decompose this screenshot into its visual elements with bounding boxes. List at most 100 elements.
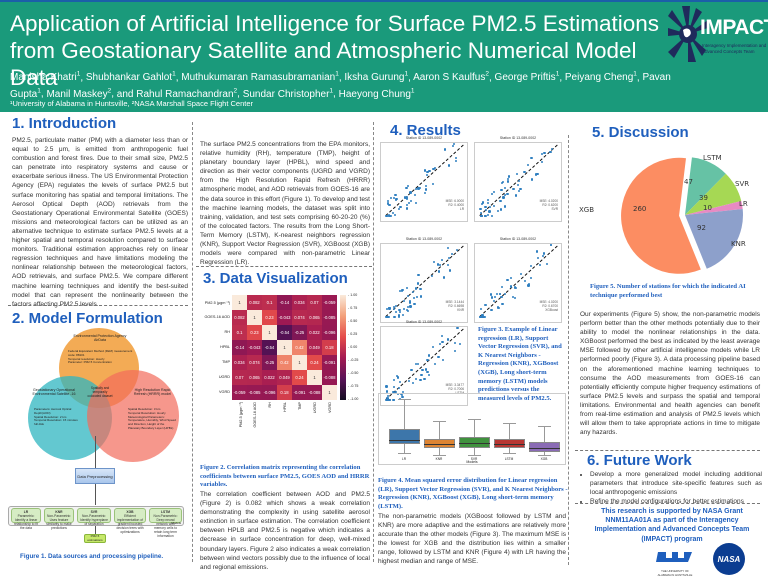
data-point: [428, 373, 431, 376]
box-label: LSTM: [504, 457, 514, 461]
discussion-text: Our experiments (Figure 5) show, the non…: [580, 311, 760, 437]
data-point: [502, 196, 505, 199]
colorbar-tick: - -0.50: [348, 371, 359, 375]
data-point: [386, 308, 389, 311]
data-point: [536, 250, 539, 253]
heatmap-row-label: HPBL: [220, 344, 230, 349]
data-point: [415, 377, 418, 380]
heatmap-cell: 1: [247, 310, 262, 325]
scatter-plot-svr: Station ID 13-089-0002 MSE: 4.0200 R2: 0.6…: [474, 136, 562, 222]
data-point: [405, 203, 409, 206]
heatmap-cell: 0.23: [262, 310, 277, 325]
heatmap-cell: 0.049: [307, 340, 322, 355]
pie-label-lstm: LSTM: [703, 154, 722, 162]
future-work-item: Develop a more generalized model includi…: [590, 470, 762, 497]
data-point: [491, 296, 494, 299]
data-point: [412, 290, 415, 293]
results-heading: 4. Results: [390, 122, 461, 139]
data-point: [414, 287, 417, 290]
author: and Rahul Ramachandran2: [116, 87, 238, 100]
data-point: [437, 355, 440, 359]
column-divider: [373, 122, 374, 562]
data-point: [392, 197, 396, 200]
plot-title: Station ID 13-089-0002: [405, 320, 443, 324]
data-point: [484, 205, 487, 209]
data-point: [499, 295, 502, 299]
colorbar-tick: - -1.00: [348, 397, 359, 401]
data-point: [517, 183, 520, 186]
data-point: [432, 345, 435, 349]
heatmap-cell: 0.065: [307, 310, 322, 325]
heatmap-row-label: PM2.5 (μgm⁻³): [204, 300, 230, 305]
plot-metric: MSE: 3.1444: [445, 300, 464, 304]
data-point: [423, 169, 427, 172]
data-point: [426, 370, 429, 373]
data-point: [483, 303, 486, 306]
data-point: [436, 263, 439, 266]
data-point: [486, 199, 489, 202]
data-point: [404, 196, 407, 199]
data-point: [423, 378, 426, 381]
colorbar-tick: - 1.00: [348, 293, 358, 297]
data-point: [486, 201, 489, 204]
uah-line1: THE UNIVERSITY OF: [661, 569, 689, 573]
heatmap-cell: 0.022: [262, 370, 277, 385]
pie-label-knr: KNR: [731, 240, 746, 248]
model-box-svr: SVR Non-Parametric: Identify hyperplane o…: [77, 508, 111, 526]
future-work-item: Refine the model configurations for bett…: [590, 497, 762, 506]
data-point: [527, 284, 530, 287]
data-point: [496, 209, 500, 213]
data-point: [419, 378, 422, 381]
plot-metric: R2: 0.6200: [542, 203, 558, 207]
data-point: [413, 302, 416, 306]
heatmap-row-label: VGRD: [219, 389, 230, 394]
data-point: [528, 283, 531, 286]
data-point: [454, 160, 458, 163]
pie-value-lstm: 47: [684, 178, 693, 186]
heatmap-row-label: RH: [224, 329, 230, 334]
data-point: [490, 193, 493, 196]
data-point: [498, 292, 501, 295]
model-desc: Non-Parametric: Deep neural network with…: [153, 514, 178, 538]
data-point: [418, 187, 421, 190]
data-point: [459, 342, 462, 345]
box-whisker: [439, 421, 440, 455]
author: Muthukumaran Ramasubramanian1: [181, 71, 339, 84]
heatmap-cell: -0.085: [247, 385, 262, 400]
data-point: [500, 295, 504, 298]
bullet: Spatial Resolution: 2 km: [34, 414, 67, 419]
author: Peiyang Cheng1: [564, 71, 637, 84]
data-point: [393, 398, 396, 401]
data-point: [417, 273, 420, 276]
data-point: [546, 262, 549, 265]
data-point: [406, 286, 409, 289]
box: [424, 438, 455, 449]
data-point: [390, 214, 393, 217]
heatmap-cell: 1: [232, 295, 247, 310]
heatmap-col-label: GOES-16 AOD: [252, 402, 257, 428]
data-point: [417, 186, 420, 189]
data-point: [479, 315, 482, 318]
flow-arrow: [95, 526, 96, 534]
data-point: [513, 296, 516, 299]
data-point: [397, 393, 400, 396]
data-point: [415, 188, 418, 191]
box-median: [424, 444, 455, 445]
scatter-plot-xgboost: Station ID 13-089-0002 MSE: 4.0200 R2: 0.6…: [474, 237, 562, 323]
pie-value-lr: 10: [703, 204, 712, 212]
data-point: [393, 315, 396, 318]
divider: [575, 503, 760, 504]
data-point: [454, 156, 458, 159]
data-point: [448, 269, 451, 272]
impact-logo: IMPACT Interagency Implementation and Ad…: [668, 6, 768, 62]
model-name: LSTM: [161, 510, 170, 514]
data-point: [386, 199, 390, 202]
data-point: [443, 148, 447, 151]
plot-metric: MSE: 6.0000: [445, 199, 464, 203]
plot-metric: R2: 0.4000: [448, 203, 464, 207]
box-label: XGB: [540, 457, 548, 461]
heatmap-cell: 1: [292, 355, 307, 370]
data-point: [447, 257, 451, 260]
whisker-cap: [468, 454, 481, 456]
data-point: [409, 305, 412, 308]
